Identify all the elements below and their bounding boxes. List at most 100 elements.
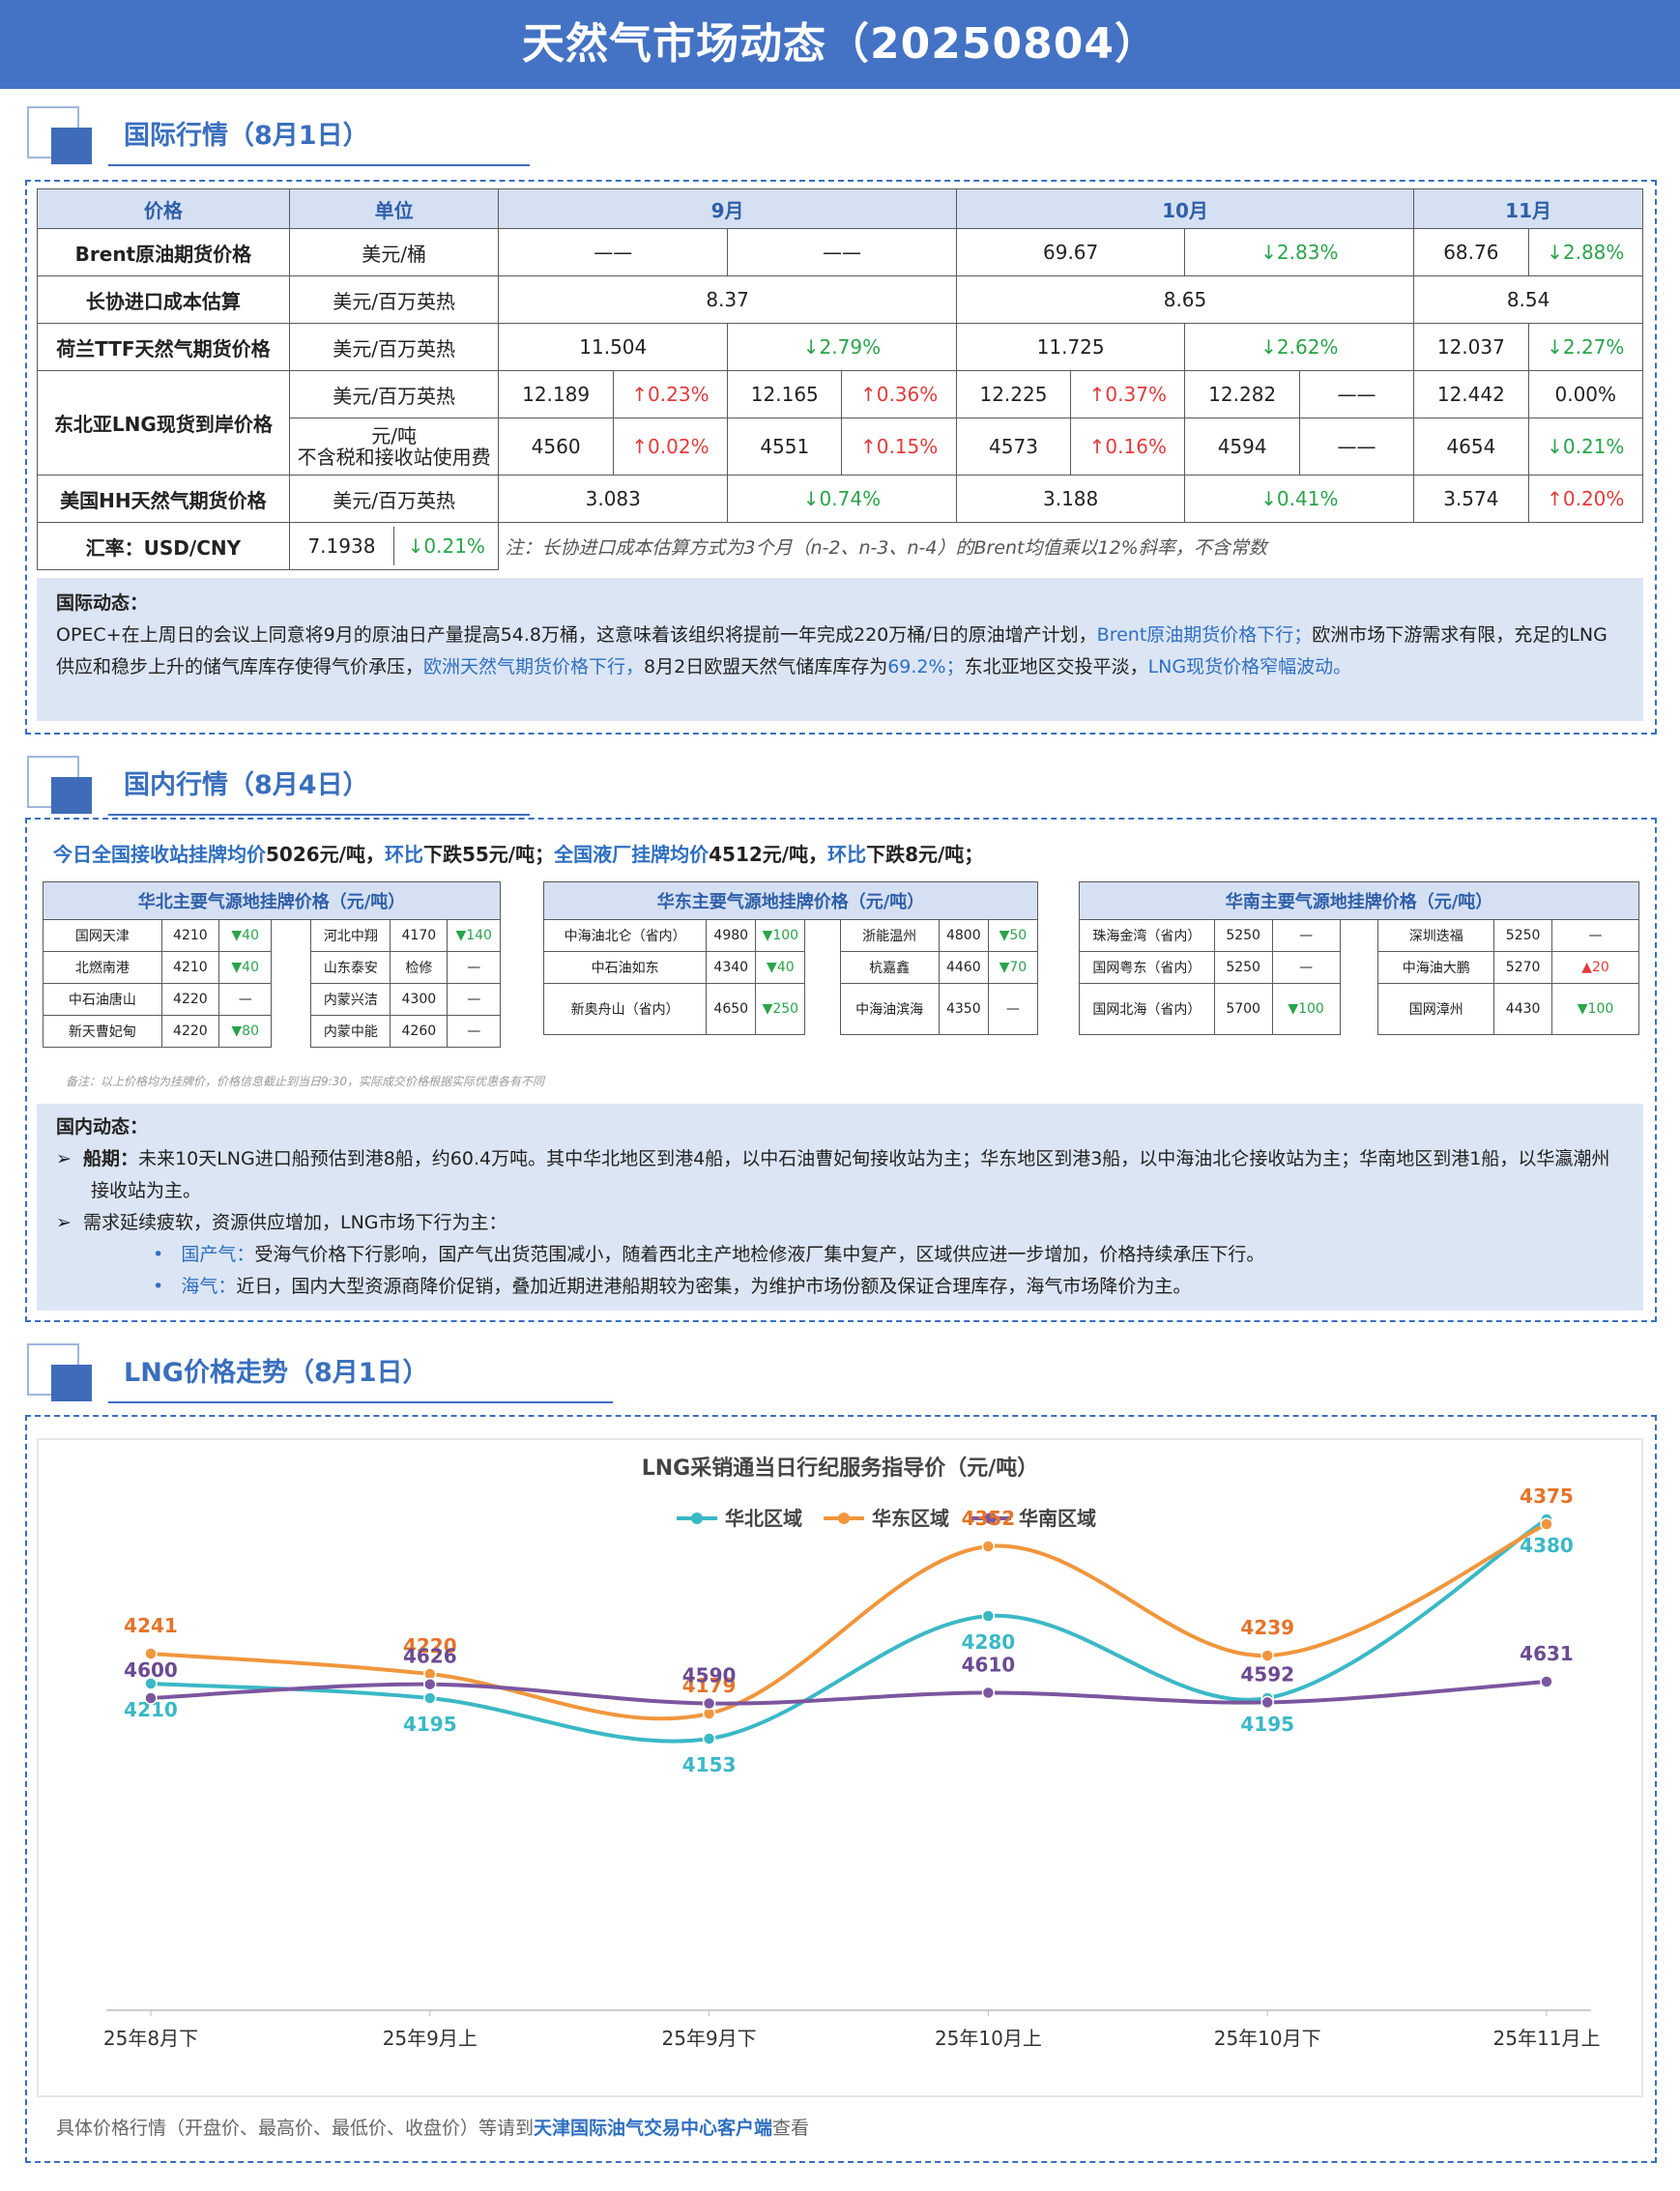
change-cell: ↑0.15% [841, 418, 957, 476]
intl-box [25, 180, 1657, 735]
table-row: 新奥舟山（省内） 4650 ▼250 中海油滨海 4350— [542, 983, 1039, 1035]
chart-card: LNG采销通当日行纪服务指导价（元/吨） 华北区域 华东区域 华南区域 25年8月下… [37, 1438, 1643, 2097]
bullet-icon: ➢ [56, 1212, 83, 1233]
gap-cell [271, 983, 312, 1016]
summary-label: 全国液厂挂牌均价 [554, 843, 710, 866]
mini-table-title: 华北主要气源地挂牌价格（元/吨） [43, 881, 501, 920]
legend-label: 华南区域 [1019, 1507, 1096, 1530]
news-subbullet: • 国产气：受海气价格下行影响，国产气出货范围减小，随着西北主产地检修液厂集中复… [56, 1239, 1624, 1271]
row-label: 美国HH天然气期货价格 [37, 475, 290, 523]
data-label: 4280 [962, 1630, 1016, 1654]
data-label: 4626 [403, 1645, 457, 1668]
summary-value: 4512元/吨， [709, 843, 828, 866]
data-point [981, 1540, 996, 1553]
x-tick-label: 25年9月下 [662, 2027, 757, 2050]
unit-cell: 美元/百万英热 [288, 275, 500, 324]
source-name: 内蒙兴洁 [310, 983, 391, 1016]
price-cell: 4980 [706, 919, 757, 952]
row-label: 长协进口成本估算 [37, 275, 290, 324]
price-cell: 4340 [706, 951, 757, 984]
value-cell: 3.083 [498, 475, 729, 523]
value-cell: 8.37 [498, 275, 957, 324]
table-row: 国网北海（省内） 5700 ▼100 国网漳州 4430 ▼100 [1079, 983, 1639, 1035]
bullet-label: 船期： [83, 1148, 139, 1169]
section-underline [108, 814, 530, 816]
col-header: 价格 [37, 188, 290, 229]
change-cell: ↓0.74% [727, 475, 957, 523]
sub-text: 近日，国内大型资源商降价促销，叠加近期进港船期较为密集，为维护市场份额及保证合理… [236, 1276, 1192, 1297]
data-point [1260, 1649, 1274, 1662]
legend-item: 华北区域 [677, 1507, 802, 1530]
section-title: 国内行情（8月4日） [124, 770, 369, 800]
data-point [423, 1677, 437, 1691]
data-point [144, 1677, 158, 1690]
price-cell: 5250 [1493, 919, 1553, 952]
legend-item: 华南区域 [970, 1507, 1096, 1530]
price-cell: 4350 [938, 983, 989, 1035]
value-cell: 8.65 [955, 275, 1415, 324]
value-cell: 4551 [727, 418, 843, 476]
value-cell: 68.76 [1413, 228, 1529, 276]
section-underline [108, 164, 530, 166]
gap-cell [1339, 919, 1379, 952]
change-cell: ▼70 [987, 951, 1039, 984]
price-cell: 4220 [160, 983, 219, 1016]
row-label: 东北亚LNG现货到岸价格 [37, 370, 290, 476]
source-name: 杭嘉鑫 [839, 951, 940, 984]
news-subbullet: • 海气：近日，国内大型资源商降价促销，叠加近期进港船期较为密集，为维护市场份额… [56, 1271, 1624, 1303]
table-row: 中石油唐山 4220— 内蒙兴洁 4300— [43, 983, 501, 1016]
unit-cell: 美元/百万英热 [288, 323, 500, 371]
data-point [144, 1691, 158, 1705]
chart-title: LNG采销通当日行纪服务指导价（元/吨） [642, 1456, 1039, 1481]
table-row: 珠海金湾（省内） 5250— 深圳迭福 5250— [1079, 919, 1639, 952]
change-cell: ▼140 [447, 919, 501, 952]
source-name: 中海油滨海 [839, 983, 940, 1035]
source-name: 内蒙中能 [310, 1015, 391, 1048]
table-header-row: 价格 单位 9月 10月 11月 [37, 188, 1643, 229]
footer-link[interactable]: 天津国际油气交易中心客户端 [534, 2118, 773, 2139]
change-cell: ↑0.23% [612, 370, 729, 418]
table-row: 美国HH天然气期货价格 美元/百万英热 3.083 ↓0.74% 3.188 ↓… [37, 475, 1644, 523]
huabei-price-table: 华北主要气源地挂牌价格（元/吨） 国网天津 4210 ▼40 河北中翔 4170 ▼14… [43, 881, 501, 1048]
table-row: 中海油北仑（省内） 4980 ▼100 浙能温州 4800 ▼50 [542, 919, 1039, 952]
series-line [150, 1522, 1548, 1721]
value-cell: 4654 [1413, 418, 1529, 476]
table-row: 国网天津 4210 ▼40 河北中翔 4170 ▼140 [43, 919, 501, 952]
x-tick-label: 25年9月上 [383, 2027, 478, 2050]
value-cell: 12.037 [1413, 323, 1529, 371]
change-cell: ▼100 [755, 919, 806, 952]
table-row: 国网粤东（省内） 5250— 中海油大鹏 5270 ▲20 [1079, 951, 1639, 984]
change-cell: ▼250 [755, 983, 806, 1035]
price-cell: 4300 [390, 983, 449, 1016]
news-bullet: ➢ 船期：未来10天LNG进口船预估到港8船，约60.4万吨。其中华北地区到港4… [56, 1143, 1624, 1207]
unit-cell: 美元/百万英热 [288, 475, 500, 523]
source-name: 珠海金湾（省内） [1079, 919, 1215, 952]
value-cell: 4573 [955, 418, 1072, 476]
chart-legend: 华北区域 华东区域 华南区域 [677, 1507, 1096, 1530]
gap-cell [804, 919, 841, 952]
value-cell: 12.189 [498, 370, 614, 418]
value-cell: 11.725 [955, 323, 1186, 371]
change-cell: ▼100 [1551, 983, 1639, 1035]
value-cell: 12.225 [955, 370, 1072, 418]
news-highlight: 欧洲天然气期货价格下行， [423, 656, 645, 677]
mini-table-title: 华东主要气源地挂牌价格（元/吨） [543, 881, 1038, 920]
data-label: 4239 [1240, 1616, 1294, 1639]
value-cell: 4594 [1184, 418, 1300, 476]
gap-cell [1339, 951, 1379, 984]
change-cell: ↑0.16% [1070, 418, 1186, 476]
value-cell: —— [727, 228, 957, 276]
change-cell: ↓2.27% [1527, 323, 1644, 371]
news-text: 8月2日欧盟天然气储库库存为 [644, 656, 888, 677]
source-name: 国网北海（省内） [1079, 983, 1215, 1035]
news-highlight: Brent原油期货价格下行； [1096, 624, 1313, 646]
change-cell: ↓0.21% [1527, 418, 1644, 476]
price-cell: 5250 [1213, 951, 1273, 984]
footer-text: 具体价格行情（开盘价、最高价、最低价、收盘价）等请到天津国际油气交易中心客户端查… [56, 2114, 809, 2140]
summary-value: 5026元/吨， [266, 843, 385, 866]
fx-cell: 7.1938 ↓0.21% [288, 522, 500, 570]
gap-cell [804, 951, 841, 984]
data-point [702, 1732, 716, 1745]
mini-table-title: 华南主要气源地挂牌价格（元/吨） [1079, 881, 1639, 920]
source-name: 浙能温州 [839, 919, 940, 952]
